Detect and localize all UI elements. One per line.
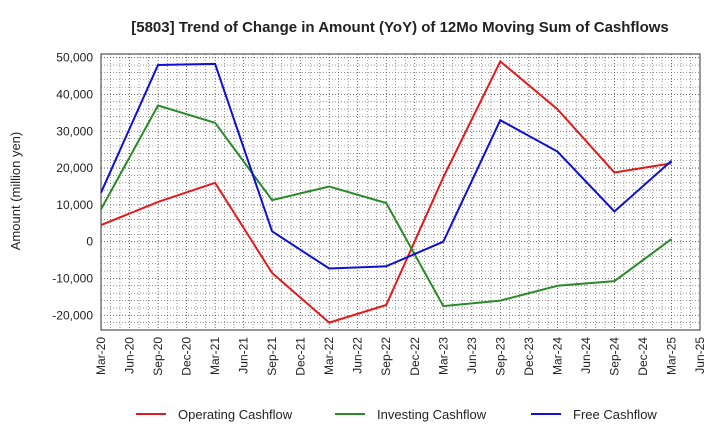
x-tick-label: Jun-25 xyxy=(693,337,707,374)
x-tick-label: Dec-21 xyxy=(294,337,308,376)
y-tick-label: -10,000 xyxy=(52,271,93,285)
x-tick-label: Sep-23 xyxy=(493,337,507,376)
series-line-operating-cashflow xyxy=(100,59,672,324)
x-tick-label: Mar-22 xyxy=(322,337,336,375)
legend: Operating Cashflow Investing Cashflow Free… xyxy=(136,407,657,422)
y-tick-label: 30,000 xyxy=(56,124,93,138)
x-tick-label: Sep-24 xyxy=(607,337,621,376)
series-line-investing-cashflow xyxy=(100,104,673,308)
y-tick-label: 20,000 xyxy=(56,161,93,175)
x-tick-label: Mar-20 xyxy=(94,337,108,375)
x-tick-label: Mar-24 xyxy=(550,337,564,375)
x-tick-label: Dec-20 xyxy=(180,337,194,376)
x-tick-label: Jun-21 xyxy=(237,337,251,374)
y-tick-label: 40,000 xyxy=(56,87,93,101)
legend-label: Free Cashflow xyxy=(573,407,657,422)
x-tick-label: Jun-20 xyxy=(123,337,137,374)
y-tick-label: 0 xyxy=(86,235,93,249)
x-tick-label: Dec-23 xyxy=(522,337,536,376)
x-tick-label: Jun-23 xyxy=(465,337,479,374)
x-tick-label: Sep-21 xyxy=(265,337,279,376)
chart-title: [5803] Trend of Change in Amount (YoY) o… xyxy=(131,19,669,36)
x-tick-label: Jun-22 xyxy=(351,337,365,374)
y-tick-label: 50,000 xyxy=(56,51,93,65)
x-tick-label: Sep-22 xyxy=(379,337,393,376)
plot-area: -20,000 -10,000 0 10,000 20,000 30,000 40,000 5… xyxy=(52,51,707,376)
series-line-free-cashflow xyxy=(100,62,673,270)
legend-label: Investing Cashflow xyxy=(377,407,487,422)
y-axis-label: Amount (million yen) xyxy=(8,132,23,251)
x-tick-label: Mar-21 xyxy=(208,337,222,375)
y-tick-label: -20,000 xyxy=(52,308,93,322)
x-tick-label: Mar-23 xyxy=(436,337,450,375)
plot-background xyxy=(101,54,700,330)
x-tick-label: Mar-25 xyxy=(664,337,678,375)
x-tick-label: Dec-24 xyxy=(636,337,650,376)
legend-label: Operating Cashflow xyxy=(178,407,293,422)
x-tick-label: Dec-22 xyxy=(408,337,422,376)
x-tick-label: Sep-20 xyxy=(151,337,165,376)
x-tick-label: Jun-24 xyxy=(579,337,593,374)
y-tick-label: 10,000 xyxy=(56,198,93,212)
